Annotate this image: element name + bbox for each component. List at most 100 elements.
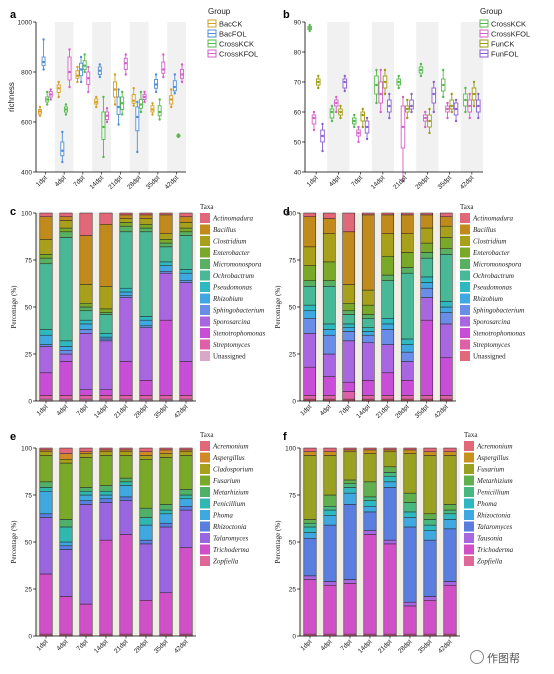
legend-label: Actinomadura	[472, 215, 514, 223]
data-point	[95, 100, 98, 104]
panel-letter: e	[10, 431, 16, 443]
legend-label: Clostridium	[213, 238, 246, 246]
legend-swatch	[200, 487, 210, 497]
data-point	[379, 110, 382, 114]
stacked-bar-segment	[139, 539, 153, 545]
stacked-bar-segment	[99, 338, 113, 342]
y-tick-label: 100	[285, 446, 296, 453]
legend-label: Talaromyces	[477, 523, 513, 531]
data-point	[98, 63, 102, 66]
stacked-bar-segment	[159, 449, 173, 454]
stacked-bar-segment	[139, 395, 153, 400]
data-point	[357, 140, 360, 144]
stacked-bar-segment	[342, 231, 356, 285]
box	[67, 56, 72, 81]
data-point	[113, 88, 117, 91]
x-tick-label: 35dpt	[417, 638, 434, 655]
x-tick-label: 14dpt	[93, 638, 110, 655]
stacked-bar-segment	[139, 224, 153, 229]
stacked-bar-segment	[79, 306, 93, 312]
data-point	[132, 87, 135, 90]
stacked-bar-segment	[361, 289, 375, 306]
legend-swatch	[200, 213, 210, 223]
stacked-bar-segment	[363, 506, 377, 513]
stacked-bar-segment	[59, 447, 73, 454]
stacked-bar-segment	[59, 596, 73, 635]
stacked-bar-segment	[323, 455, 337, 496]
stacked-bar-segment	[439, 254, 453, 302]
stacked-bar-segment	[179, 547, 193, 635]
stacked-bar-segment	[343, 449, 357, 453]
legend-swatch	[200, 236, 210, 246]
data-point	[113, 73, 117, 76]
stacked-bar-segment	[322, 329, 336, 336]
x-tick-label: 42dpt	[437, 638, 454, 655]
stacked-bar-segment	[99, 449, 113, 453]
x-tick-label: 1dpt	[299, 403, 313, 417]
stacked-bar-segment	[303, 455, 317, 520]
data-point	[120, 90, 124, 94]
stacked-bar-segment	[303, 366, 317, 396]
data-point	[472, 104, 476, 108]
data-point	[339, 110, 342, 114]
stacked-bar-segment	[303, 575, 317, 580]
legend-label: FunCK	[491, 40, 514, 49]
stacked-bar-segment	[119, 212, 133, 216]
stacked-bar-segment	[79, 302, 93, 308]
stacked-bar-segment	[363, 447, 377, 451]
data-point	[143, 100, 146, 104]
y-tick-label: 600	[21, 120, 32, 127]
stacked-bar-segment	[39, 395, 53, 400]
stacked-bar-segment	[59, 237, 73, 342]
y-axis-title: Percentage (%)	[274, 520, 282, 564]
data-point	[102, 95, 105, 99]
data-point	[312, 110, 316, 114]
stacked-bar-segment	[119, 361, 133, 396]
data-point	[353, 119, 356, 123]
stacked-bar-segment	[361, 342, 375, 381]
data-point	[397, 74, 400, 78]
data-point	[321, 149, 324, 153]
box	[157, 105, 162, 117]
stacked-bar-segment	[343, 504, 357, 580]
stacked-bar-segment	[139, 316, 153, 321]
stacked-bar-segment	[159, 522, 173, 528]
data-point	[68, 70, 71, 74]
stacked-bar-segment	[303, 333, 317, 368]
stacked-bar-segment	[381, 233, 395, 257]
stacked-bar-segment	[39, 517, 53, 575]
stacked-bar-segment	[159, 319, 173, 396]
stacked-bar-segment	[99, 539, 113, 635]
data-point	[343, 80, 346, 84]
stacked-bar-segment	[403, 601, 417, 607]
legend-swatch	[464, 475, 474, 486]
data-point	[432, 80, 435, 84]
x-tick-label: 14dpt	[370, 174, 387, 191]
stacked-bar-segment	[139, 218, 153, 225]
stacked-bar-segment	[383, 451, 397, 468]
stacked-bar-segment	[381, 395, 395, 400]
stacked-bar-segment	[39, 451, 53, 456]
data-point	[180, 73, 184, 76]
data-point	[308, 26, 311, 30]
stacked-bar-segment	[79, 284, 93, 304]
stacked-bar-segment	[179, 509, 193, 548]
stacked-bar-segment	[383, 475, 397, 483]
data-point	[410, 92, 413, 96]
stacked-bar-segment	[59, 220, 73, 229]
y-tick-label: 25	[289, 352, 297, 359]
data-point	[406, 98, 409, 102]
data-point	[61, 149, 64, 152]
x-tick-label: 21dpt	[375, 403, 392, 420]
legend-label: Acremonium	[476, 443, 513, 451]
legend-label: Fusarium	[212, 477, 240, 485]
data-point	[87, 90, 90, 94]
data-point	[83, 64, 86, 67]
stacked-bar-segment	[383, 487, 397, 541]
stacked-bar-segment	[303, 447, 317, 453]
x-tick-label: 42dpt	[164, 174, 181, 191]
stacked-bar-segment	[343, 483, 357, 488]
data-point	[454, 98, 458, 102]
stacked-bar-segment	[361, 318, 375, 328]
data-point	[388, 116, 391, 120]
